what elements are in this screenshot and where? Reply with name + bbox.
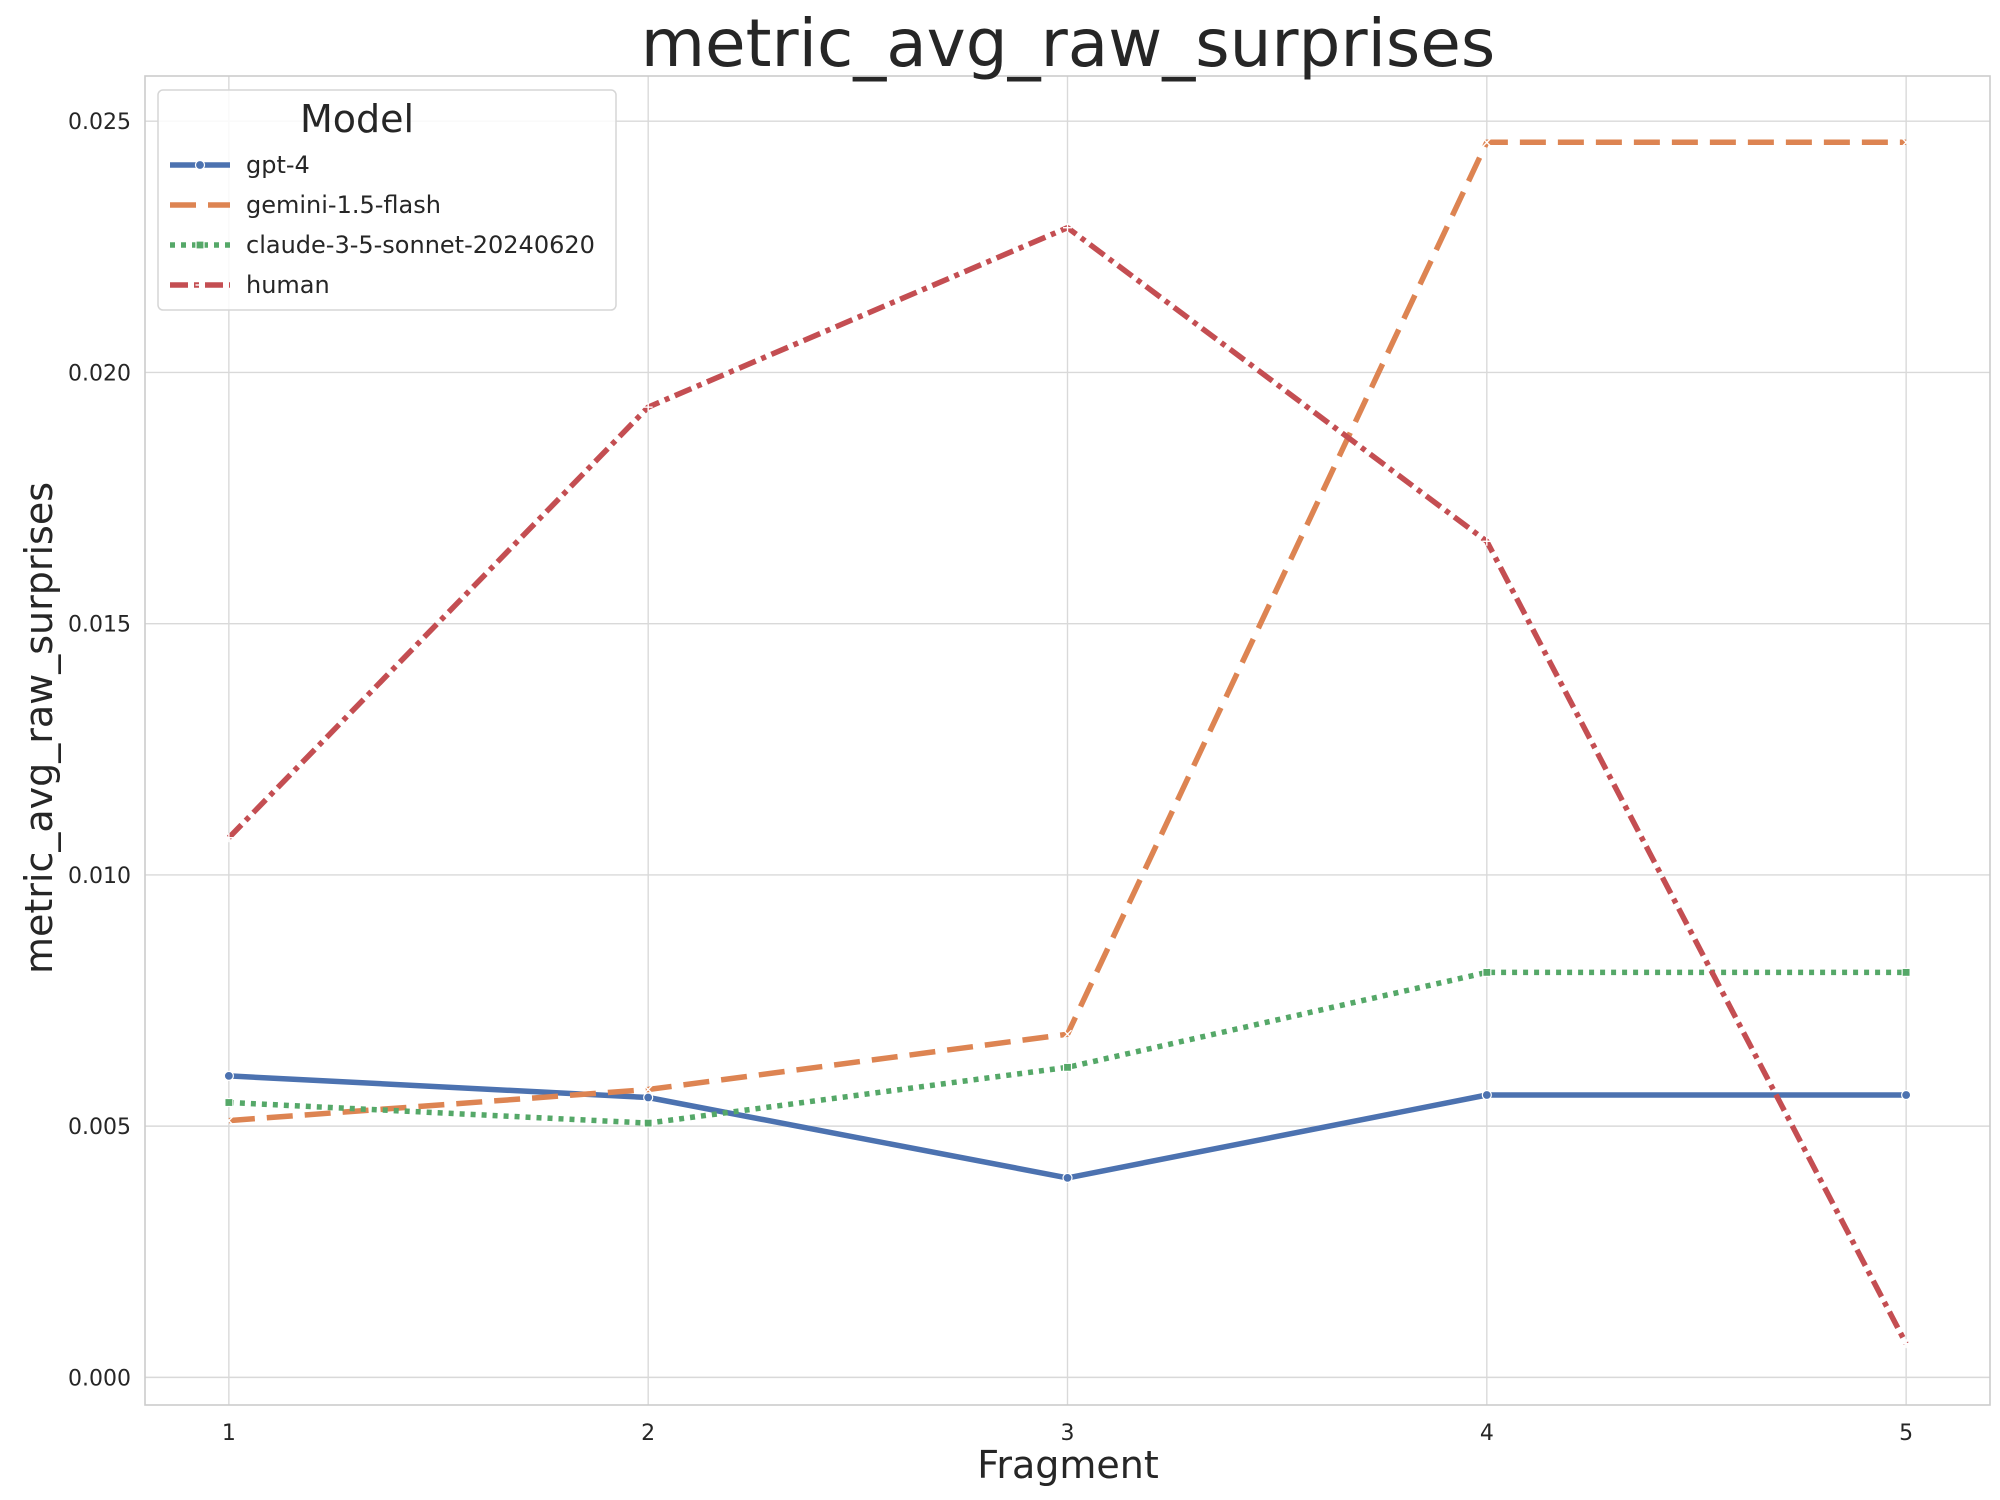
data-point-human (643, 402, 653, 412)
data-point-gemini-1-5-flash-stroke (1063, 1029, 1072, 1039)
legend-marker-claude-3-5-sonnet-20240620 (195, 240, 205, 250)
legend-marker-human (195, 280, 205, 290)
chart-title: metric_avg_raw_surprises (641, 5, 1496, 82)
data-point-gemini-1-5-flash-stroke (224, 1116, 234, 1126)
x-tick-label: 5 (1899, 1421, 1913, 1446)
plot-area: 1 2 3 4 5 0.000 0.005 0.010 0.015 0.020 0.025 (68, 75, 1991, 1446)
legend-label-gemini-1-5-flash: gemini-1.5-flash (246, 191, 441, 219)
series-line-claude-3-5-sonnet-20240620 (228, 969, 1907, 1126)
x-tick-label: 1 (222, 1421, 236, 1446)
data-point-claude-3-5-sonnet-20240620 (643, 1118, 653, 1128)
data-point-human (1901, 1339, 1911, 1349)
data-point-gemini-1-5-flash (1901, 137, 1911, 147)
x-tick-label: 2 (641, 1421, 655, 1446)
data-point-gpt-4 (1901, 1089, 1912, 1101)
y-tick-label: 0.005 (68, 1115, 131, 1140)
legend-title: Model (300, 97, 414, 141)
legend-label-claude-3-5-sonnet-20240620: claude-3-5-sonnet-20240620 (246, 231, 595, 259)
data-point-gemini-1-5-flash-stroke (643, 1084, 653, 1094)
data-point-human (1482, 536, 1492, 546)
legend-box (157, 89, 617, 311)
data-point-claude-3-5-sonnet-20240620 (1901, 967, 1911, 977)
y-tick-label: 0.025 (68, 110, 131, 135)
legend-marker-gemini-1-5-flash (195, 200, 205, 210)
y-tick-label: 0.015 (68, 613, 131, 638)
legend-marker-gpt-4 (194, 159, 206, 171)
legend: Model gpt-4 gemini-1.5-flash claude-3-5-son… (157, 89, 617, 311)
data-point-gpt-4 (643, 1092, 654, 1103)
x-tick-label: 4 (1480, 1421, 1494, 1446)
legend-marker-gemini-1-5-flash-stroke (195, 200, 205, 210)
legend-label-human: human (246, 271, 330, 299)
data-point-gemini-1-5-flash (643, 1084, 653, 1094)
y-tick-label: 0.020 (68, 361, 131, 386)
data-point-gemini-1-5-flash (224, 1116, 234, 1126)
y-axis-label: metric_avg_raw_surprises (17, 482, 61, 974)
data-point-gemini-1-5-flash-stroke (1482, 137, 1492, 147)
data-point-gpt-4 (223, 1070, 234, 1081)
plot-frame (144, 75, 1991, 1406)
data-point-human (224, 833, 234, 843)
data-point-human (1063, 223, 1072, 233)
x-tick-label: 3 (1061, 1421, 1075, 1446)
data-point-gpt-4 (1062, 1172, 1073, 1183)
data-point-claude-3-5-sonnet-20240620 (224, 1097, 234, 1108)
data-point-gpt-4 (1481, 1089, 1492, 1101)
data-point-gemini-1-5-flash-stroke (1901, 137, 1911, 147)
x-axis-label: Fragment (977, 1443, 1159, 1487)
data-point-gemini-1-5-flash (1482, 137, 1492, 147)
data-point-claude-3-5-sonnet-20240620 (1482, 967, 1492, 977)
legend-label-gpt-4: gpt-4 (246, 151, 310, 179)
y-tick-label: 0.010 (68, 864, 131, 889)
data-point-gemini-1-5-flash (1063, 1029, 1072, 1039)
data-point-claude-3-5-sonnet-20240620 (1062, 1062, 1073, 1072)
y-tick-label: 0.000 (68, 1366, 131, 1391)
